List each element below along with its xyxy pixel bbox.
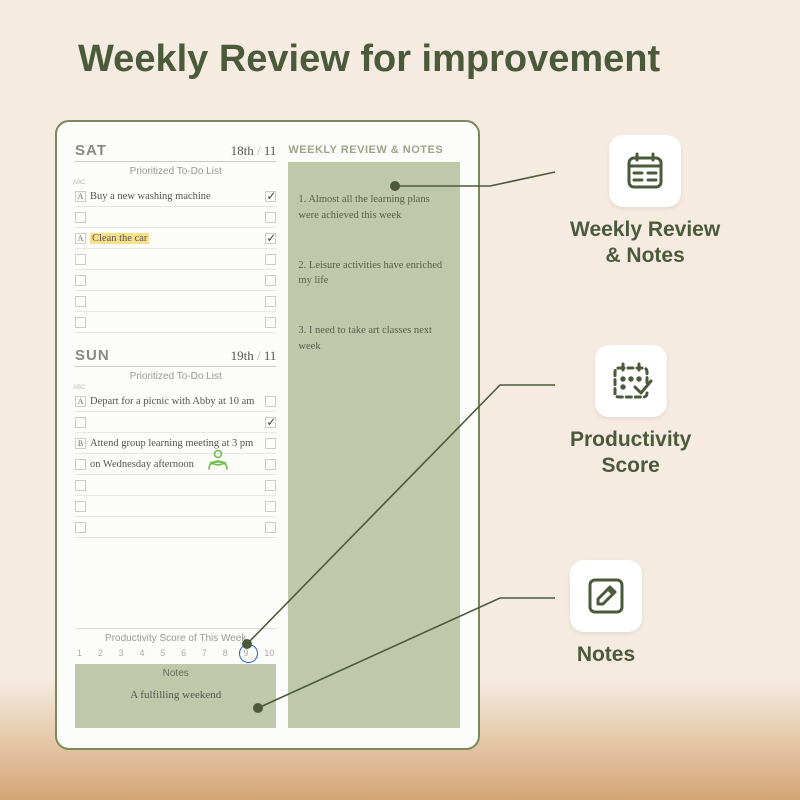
todo-row: A Depart for a picnic with Abby at 10 am (75, 391, 276, 412)
checkbox (265, 417, 276, 428)
planner-right-column: WEEKLY REVIEW & NOTES 1. Almost all the … (288, 142, 460, 728)
priority-box (75, 459, 86, 470)
todo-row (75, 207, 276, 228)
todo-row: A Clean the car (75, 228, 276, 249)
calendar-check-icon (595, 345, 667, 417)
review-note-3: 3. I need to take art classes next week (298, 323, 450, 355)
leader-dot-2 (242, 639, 252, 649)
callout-weekly-review: Weekly Review & Notes (570, 135, 720, 270)
checkbox (265, 212, 276, 223)
review-header: WEEKLY REVIEW & NOTES (288, 142, 460, 162)
score-value: 6 (181, 648, 186, 658)
callout-notes: Notes (570, 560, 642, 668)
subhead-sat: Prioritized To-Do List (75, 166, 276, 177)
todo-text: Depart for a picnic with Abby at 10 am (90, 396, 261, 407)
priority-box: A (75, 233, 86, 244)
priority-box (75, 275, 86, 286)
calendar-week-icon (609, 135, 681, 207)
todo-row (75, 291, 276, 312)
leader-dot-1 (390, 181, 400, 191)
todo-row (75, 496, 276, 517)
checkbox (265, 296, 276, 307)
score-value: 3 (119, 648, 124, 658)
review-body: 1. Almost all the learning plans were ac… (288, 162, 460, 728)
planner-card: SAT 18th / 11 Prioritized To-Do List A B C… (55, 120, 480, 750)
day-block-sun: SUN 19th / 11 Prioritized To-Do List ABC… (75, 347, 276, 538)
pencil-note-icon (570, 560, 642, 632)
score-value: 10 (264, 648, 274, 658)
priority-box (75, 417, 86, 428)
todo-text: Clean the car (90, 233, 261, 244)
checkbox (265, 317, 276, 328)
review-note-1: 1. Almost all the learning plans were ac… (298, 192, 450, 224)
score-value: 4 (139, 648, 144, 658)
todo-row: A Buy a new washing machine (75, 186, 276, 207)
reading-doodle-icon (205, 449, 231, 476)
day-date-sat: 18th / 11 (231, 143, 277, 159)
checkbox (265, 438, 276, 449)
notes-block: Notes A fulfilling weekend (75, 664, 276, 728)
priority-box: B (75, 438, 86, 449)
callout-productivity: Productivity Score (570, 345, 691, 480)
review-note-2: 2. Leisure activities have enriched my l… (298, 258, 450, 290)
priority-box (75, 317, 86, 328)
leader-dot-3 (253, 703, 263, 713)
score-value: 7 (202, 648, 207, 658)
priority-box (75, 480, 86, 491)
subhead-sun: Prioritized To-Do List (75, 371, 276, 382)
score-value: 8 (223, 648, 228, 658)
priority-box (75, 254, 86, 265)
todo-row (75, 312, 276, 333)
day-name-sat: SAT (75, 142, 107, 159)
todo-row (75, 475, 276, 496)
todo-row: B Attend group learning meeting at 3 pm (75, 433, 276, 454)
todo-row (75, 412, 276, 433)
todo-row (75, 270, 276, 291)
day-block-sat: SAT 18th / 11 Prioritized To-Do List ABC… (75, 142, 276, 333)
priority-box (75, 522, 86, 533)
priority-box (75, 296, 86, 307)
callout-label-2: Productivity Score (570, 427, 691, 480)
todo-row (75, 249, 276, 270)
priority-box (75, 212, 86, 223)
checkbox (265, 233, 276, 244)
page-title: Weekly Review for improvement (78, 38, 660, 81)
score-value: 5 (160, 648, 165, 658)
todo-row (75, 517, 276, 538)
callout-label-1: Weekly Review & Notes (570, 217, 720, 270)
notes-text: A fulfilling weekend (81, 689, 270, 701)
callout-label-3: Notes (577, 642, 635, 668)
score-value: 1 (77, 648, 82, 658)
todo-text: Buy a new washing machine (90, 191, 261, 202)
priority-box: A (75, 396, 86, 407)
checkbox (265, 501, 276, 512)
priority-box: A (75, 191, 86, 202)
priority-box (75, 501, 86, 512)
todo-text: on Wednesday afternoon (90, 459, 261, 470)
day-date-sun: 19th / 11 (231, 348, 277, 364)
checkbox (265, 191, 276, 202)
checkbox (265, 480, 276, 491)
score-value: 9 (244, 648, 249, 658)
score-value: 2 (98, 648, 103, 658)
checkbox (265, 254, 276, 265)
todo-row: on Wednesday afternoon (75, 454, 276, 475)
productivity-score-section: Productivity Score of This Week 12345678… (75, 622, 276, 728)
todo-text: Attend group learning meeting at 3 pm (90, 438, 261, 449)
checkbox (265, 459, 276, 470)
checkbox (265, 396, 276, 407)
day-name-sun: SUN (75, 347, 110, 364)
checkbox (265, 522, 276, 533)
checkbox (265, 275, 276, 286)
notes-title: Notes (81, 668, 270, 679)
